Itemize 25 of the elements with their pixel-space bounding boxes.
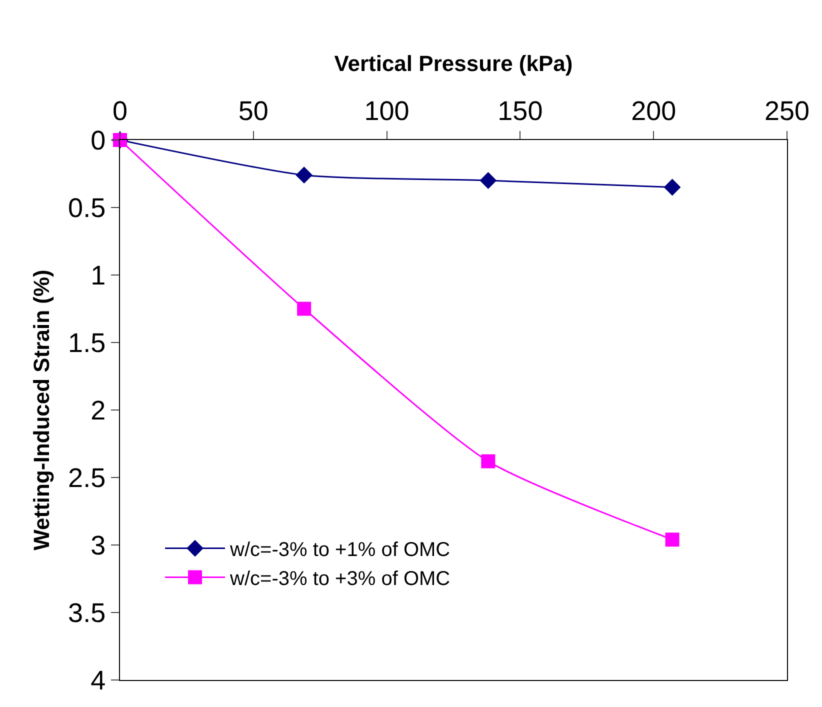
point <box>481 454 496 468</box>
legend-label: w/c=-3% to +3% of OMC <box>229 568 450 590</box>
y-tick-label: 2.5 <box>68 462 106 493</box>
point <box>297 302 312 316</box>
x-axis-title: Vertical Pressure (kPa) <box>334 51 573 76</box>
x-tick-label: 100 <box>364 96 410 126</box>
y-tick-label: 0.5 <box>68 192 106 223</box>
y-tick-label: 1.5 <box>68 328 106 358</box>
point <box>665 532 680 547</box>
y-tick-label: 1 <box>90 260 106 290</box>
point <box>296 166 313 184</box>
legend-label: w/c=-3% to +1% of OMC <box>229 539 450 562</box>
x-tick-label: 150 <box>498 96 543 126</box>
x-tick-label: 50 <box>238 96 268 126</box>
y-tick-label: 3.5 <box>68 598 106 628</box>
y-tick-label: 4 <box>90 665 106 696</box>
x-tick-label: 200 <box>631 96 676 126</box>
point <box>480 172 497 189</box>
point <box>664 178 681 196</box>
x-tick-label: 0 <box>112 96 128 126</box>
y-tick-label: 2 <box>90 395 106 426</box>
y-axis-title: Wetting-Induced Strain (%) <box>28 270 54 550</box>
y-tick-label: 3 <box>90 530 106 560</box>
x-tick-label: 250 <box>764 96 810 126</box>
y-tick-label: 0 <box>90 125 106 156</box>
